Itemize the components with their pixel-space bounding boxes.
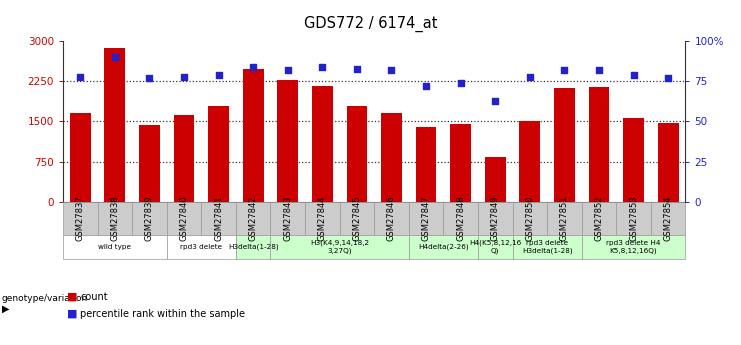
Text: GSM27850: GSM27850 bbox=[525, 195, 534, 241]
Bar bbox=[381, 113, 402, 201]
FancyBboxPatch shape bbox=[582, 201, 617, 235]
FancyBboxPatch shape bbox=[167, 201, 202, 235]
Point bbox=[593, 68, 605, 73]
Bar bbox=[658, 124, 679, 201]
FancyBboxPatch shape bbox=[202, 201, 236, 235]
FancyBboxPatch shape bbox=[167, 235, 236, 259]
Text: GDS772 / 6174_at: GDS772 / 6174_at bbox=[304, 16, 437, 32]
Text: count: count bbox=[80, 292, 107, 302]
FancyBboxPatch shape bbox=[270, 235, 409, 259]
Text: ▶: ▶ bbox=[1, 304, 9, 314]
FancyBboxPatch shape bbox=[409, 201, 443, 235]
Point bbox=[247, 64, 259, 70]
Point bbox=[316, 64, 328, 70]
Text: H4(K5,8,12,16
Q): H4(K5,8,12,16 Q) bbox=[469, 239, 522, 254]
FancyBboxPatch shape bbox=[236, 235, 270, 259]
FancyBboxPatch shape bbox=[409, 235, 478, 259]
FancyBboxPatch shape bbox=[547, 201, 582, 235]
Bar bbox=[312, 86, 333, 201]
FancyBboxPatch shape bbox=[98, 201, 132, 235]
Text: GSM27848: GSM27848 bbox=[456, 195, 465, 241]
Text: GSM27847: GSM27847 bbox=[422, 195, 431, 241]
FancyBboxPatch shape bbox=[305, 201, 339, 235]
Point bbox=[524, 74, 536, 79]
Bar bbox=[347, 106, 368, 201]
Point bbox=[74, 74, 86, 79]
Bar bbox=[173, 115, 194, 201]
FancyBboxPatch shape bbox=[236, 201, 270, 235]
Bar bbox=[519, 121, 540, 201]
Text: GSM27841: GSM27841 bbox=[214, 195, 223, 241]
FancyBboxPatch shape bbox=[374, 201, 409, 235]
FancyBboxPatch shape bbox=[63, 235, 167, 259]
Point bbox=[282, 68, 293, 73]
Text: rpd3 delete: rpd3 delete bbox=[180, 244, 222, 250]
Text: ■: ■ bbox=[67, 309, 77, 319]
Point bbox=[662, 76, 674, 81]
FancyBboxPatch shape bbox=[582, 235, 685, 259]
Text: GSM27852: GSM27852 bbox=[594, 195, 603, 241]
Bar bbox=[243, 69, 264, 201]
Point bbox=[455, 80, 467, 86]
Point bbox=[420, 83, 432, 89]
Text: ■: ■ bbox=[67, 292, 77, 302]
FancyBboxPatch shape bbox=[443, 201, 478, 235]
Text: GSM27846: GSM27846 bbox=[387, 195, 396, 241]
Bar bbox=[451, 124, 471, 201]
Point bbox=[109, 55, 121, 60]
Text: wild type: wild type bbox=[99, 244, 131, 250]
Bar bbox=[588, 87, 609, 201]
Bar bbox=[416, 127, 436, 201]
Text: GSM27844: GSM27844 bbox=[318, 195, 327, 241]
FancyBboxPatch shape bbox=[63, 201, 98, 235]
FancyBboxPatch shape bbox=[513, 235, 582, 259]
Text: GSM27842: GSM27842 bbox=[249, 195, 258, 241]
Text: genotype/variation: genotype/variation bbox=[1, 294, 87, 303]
Bar bbox=[70, 114, 90, 201]
Text: GSM27843: GSM27843 bbox=[283, 195, 292, 241]
Text: GSM27838: GSM27838 bbox=[110, 195, 119, 241]
Text: GSM27854: GSM27854 bbox=[664, 195, 673, 241]
Point bbox=[144, 76, 156, 81]
FancyBboxPatch shape bbox=[651, 201, 685, 235]
Text: GSM27845: GSM27845 bbox=[353, 195, 362, 241]
Point bbox=[351, 66, 363, 71]
FancyBboxPatch shape bbox=[132, 201, 167, 235]
Text: H4delta(2-26): H4delta(2-26) bbox=[418, 244, 468, 250]
Point bbox=[385, 68, 397, 73]
Bar bbox=[139, 125, 160, 201]
Point bbox=[213, 72, 225, 78]
Text: GSM27851: GSM27851 bbox=[560, 195, 569, 241]
Text: percentile rank within the sample: percentile rank within the sample bbox=[80, 309, 245, 319]
FancyBboxPatch shape bbox=[513, 201, 547, 235]
Text: rpd3 delete
H3delta(1-28): rpd3 delete H3delta(1-28) bbox=[522, 240, 572, 254]
Point bbox=[628, 72, 639, 78]
Bar bbox=[277, 80, 298, 201]
Bar bbox=[208, 106, 229, 201]
Bar bbox=[623, 118, 644, 201]
Text: rpd3 delete H4
K5,8,12,16Q): rpd3 delete H4 K5,8,12,16Q) bbox=[606, 240, 661, 254]
Point bbox=[178, 74, 190, 79]
Text: GSM27840: GSM27840 bbox=[179, 195, 188, 241]
Text: GSM27839: GSM27839 bbox=[145, 195, 154, 241]
Text: GSM27837: GSM27837 bbox=[76, 195, 84, 241]
Point bbox=[489, 98, 501, 104]
FancyBboxPatch shape bbox=[339, 201, 374, 235]
Text: H3delta(1-28): H3delta(1-28) bbox=[228, 244, 279, 250]
Bar bbox=[554, 88, 575, 201]
Text: H3(K4,9,14,18,2
3,27Q): H3(K4,9,14,18,2 3,27Q) bbox=[310, 239, 369, 254]
FancyBboxPatch shape bbox=[478, 235, 513, 259]
Bar bbox=[104, 48, 125, 201]
Text: GSM27849: GSM27849 bbox=[491, 195, 499, 241]
FancyBboxPatch shape bbox=[270, 201, 305, 235]
FancyBboxPatch shape bbox=[478, 201, 513, 235]
FancyBboxPatch shape bbox=[617, 201, 651, 235]
Text: GSM27853: GSM27853 bbox=[629, 195, 638, 241]
Bar bbox=[485, 157, 505, 201]
Point bbox=[559, 68, 571, 73]
